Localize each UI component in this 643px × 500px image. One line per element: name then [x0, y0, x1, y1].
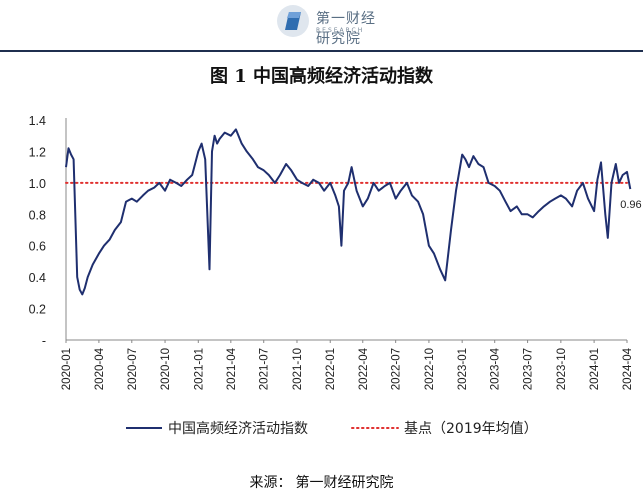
y-tick-label: -	[42, 334, 46, 348]
x-tick-label: 2021-04	[226, 347, 238, 390]
x-tick-label: 2022-04	[358, 347, 370, 390]
x-tick-label: 2023-04	[490, 347, 502, 390]
x-tick-label: 2020-10	[160, 348, 172, 390]
x-tick-label: 2022-10	[424, 348, 436, 390]
x-tick-label: 2020-01	[61, 348, 73, 390]
x-tick-label: 2022-07	[391, 348, 403, 390]
y-tick-label: 1.4	[29, 114, 46, 128]
x-tick-label: 2023-10	[556, 348, 568, 390]
logo-en-text: RESEARCH	[316, 27, 365, 34]
x-tick-label: 2022-01	[325, 348, 337, 390]
source-text: 第一财经研究院	[295, 475, 394, 491]
x-tick-label: 2023-01	[457, 348, 469, 390]
header-logo: 第一财经研究院 RESEARCH	[270, 2, 380, 47]
logo-emblem-icon	[277, 5, 309, 37]
x-tick-label: 2021-07	[259, 348, 271, 390]
header-rule	[0, 50, 643, 52]
y-tick-label: 1.0	[29, 177, 46, 191]
legend-label-index: 中国高频经济活动指数	[168, 420, 308, 437]
x-tick-label: 2024-04	[622, 347, 634, 390]
chart-marks: 0.96	[65, 128, 642, 296]
x-tick-label: 2021-10	[292, 348, 304, 390]
y-tick-label: 1.2	[29, 145, 46, 159]
y-tick-label: 0.6	[29, 240, 46, 254]
figure-title: 图 1 中国高频经济活动指数	[209, 66, 434, 87]
y-tick-label: 0.2	[29, 303, 46, 317]
x-tick-label: 2021-01	[193, 348, 205, 390]
x-tick-label: 2024-01	[589, 348, 601, 390]
source-note: 来源： 第一财经研究院	[0, 472, 643, 492]
y-tick-label: 0.8	[29, 208, 46, 222]
source-label: 来源：	[249, 475, 292, 491]
chart-legend: 中国高频经济活动指数 基点（2019年均值）	[126, 420, 538, 437]
x-tick-label: 2020-07	[127, 348, 139, 390]
end-value-label: 0.96	[620, 199, 641, 211]
x-tick-label: 2023-07	[523, 348, 535, 390]
logo-cn-text: 第一财经研究院	[316, 11, 376, 47]
y-tick-label: 0.4	[29, 271, 46, 285]
x-tick-label: 2020-04	[94, 347, 106, 390]
index-series-line	[65, 128, 632, 296]
chart-axes: - 0.2 0.4 0.6 0.8 1.0 1.2 1.4 2020-01 2020-04 2020…	[29, 114, 634, 390]
legend-label-baseline: 基点（2019年均值）	[404, 420, 538, 437]
